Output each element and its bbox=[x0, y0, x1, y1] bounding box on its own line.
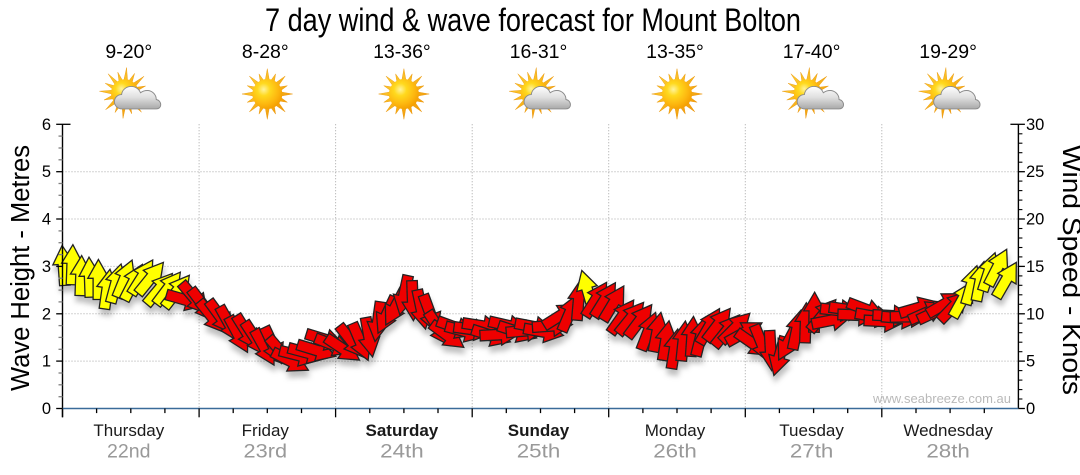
svg-text:Wave Height - Metres: Wave Height - Metres bbox=[7, 145, 35, 391]
svg-text:25th: 25th bbox=[517, 442, 561, 463]
svg-text:19-29°: 19-29° bbox=[919, 41, 977, 63]
svg-text:17-40°: 17-40° bbox=[783, 41, 841, 63]
svg-text:Sunday: Sunday bbox=[508, 421, 570, 440]
svg-text:7 day wind & wave forecast for: 7 day wind & wave forecast for Mount Bol… bbox=[265, 2, 801, 38]
svg-text:10: 10 bbox=[1026, 305, 1044, 323]
svg-text:www.seabreeze.com.au: www.seabreeze.com.au bbox=[872, 391, 1011, 406]
svg-text:27th: 27th bbox=[790, 442, 834, 463]
svg-text:30: 30 bbox=[1026, 116, 1044, 134]
svg-text:Friday: Friday bbox=[242, 421, 290, 440]
svg-text:20: 20 bbox=[1026, 211, 1044, 229]
svg-text:13-35°: 13-35° bbox=[646, 41, 704, 63]
svg-text:3: 3 bbox=[42, 258, 51, 276]
svg-text:13-36°: 13-36° bbox=[373, 41, 431, 63]
svg-text:Tuesday: Tuesday bbox=[779, 421, 844, 440]
svg-text:1: 1 bbox=[42, 353, 51, 371]
svg-text:8-28°: 8-28° bbox=[242, 41, 289, 63]
svg-text:Wind Speed - Knots: Wind Speed - Knots bbox=[1057, 145, 1080, 395]
svg-text:22nd: 22nd bbox=[107, 442, 151, 463]
svg-text:0: 0 bbox=[42, 400, 51, 418]
svg-text:5: 5 bbox=[1026, 353, 1035, 371]
svg-text:6: 6 bbox=[42, 116, 51, 134]
svg-text:Wednesday: Wednesday bbox=[903, 421, 993, 440]
svg-text:Monday: Monday bbox=[645, 421, 706, 440]
svg-text:2: 2 bbox=[42, 305, 51, 323]
svg-text:Thursday: Thursday bbox=[93, 421, 164, 440]
svg-text:28th: 28th bbox=[926, 442, 970, 463]
svg-text:Saturday: Saturday bbox=[366, 421, 439, 440]
svg-text:5: 5 bbox=[42, 163, 51, 181]
svg-text:4: 4 bbox=[42, 211, 51, 229]
svg-text:23rd: 23rd bbox=[244, 442, 288, 463]
svg-text:24th: 24th bbox=[380, 442, 424, 463]
svg-text:15: 15 bbox=[1026, 258, 1044, 276]
svg-text:0: 0 bbox=[1026, 400, 1035, 418]
svg-text:16-31°: 16-31° bbox=[510, 41, 568, 63]
svg-text:25: 25 bbox=[1026, 163, 1044, 181]
svg-text:9-20°: 9-20° bbox=[105, 41, 152, 63]
svg-text:26th: 26th bbox=[653, 442, 697, 463]
